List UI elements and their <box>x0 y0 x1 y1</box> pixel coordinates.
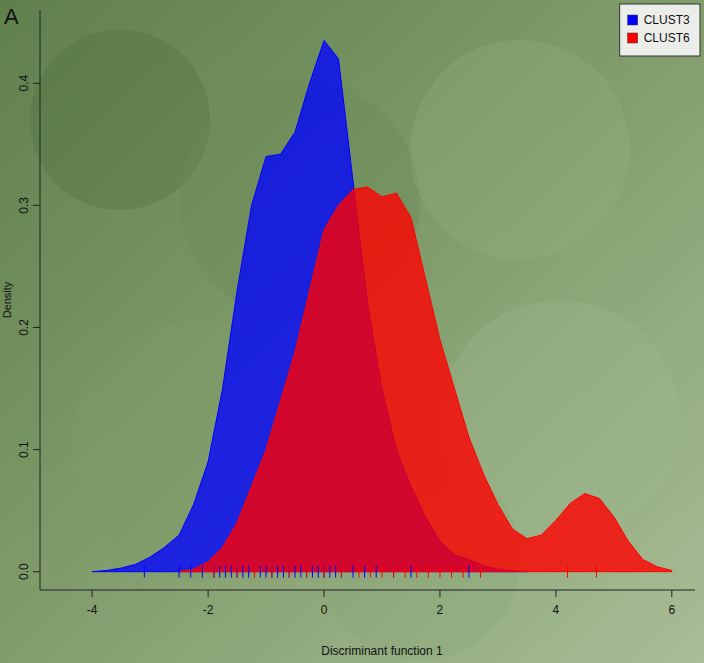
rug-tick <box>341 566 342 578</box>
x-tick-label: 0 <box>321 603 328 617</box>
rug-tick <box>376 566 377 578</box>
x-tick <box>671 590 672 597</box>
rug-tick <box>341 566 342 578</box>
legend: CLUST3 CLUST6 <box>620 4 700 56</box>
rug-tick <box>295 566 296 578</box>
y-tick-label: 0.3 <box>17 197 31 214</box>
x-tick <box>439 590 440 597</box>
x-tick <box>555 590 556 597</box>
rug-tick <box>324 566 325 578</box>
x-tick <box>324 590 325 597</box>
rug-tick <box>242 566 243 578</box>
rug-tick <box>329 566 330 578</box>
x-tick-label: 4 <box>553 603 560 617</box>
x-tick-label: 2 <box>437 603 444 617</box>
rug-tick <box>358 566 359 578</box>
legend-box <box>620 4 700 56</box>
y-tick <box>33 83 40 84</box>
rug-tick <box>353 566 354 578</box>
rug-tick <box>237 566 238 578</box>
rug-tick <box>393 566 394 578</box>
y-axis-line <box>40 10 41 590</box>
legend-swatch <box>628 15 638 25</box>
panel-label: A <box>4 4 19 29</box>
x-axis-title: Discriminant function 1 <box>321 644 443 658</box>
rug-tick <box>179 566 180 578</box>
legend-label: CLUST3 <box>644 13 690 27</box>
rug-tick <box>260 566 261 578</box>
chart: -4 -2 0 2 4 6 0.0 0.1 0.2 0.3 0.4 Discriminant func… <box>0 0 704 663</box>
background-texture <box>410 40 630 260</box>
rug-tick <box>231 566 232 578</box>
rug-tick <box>248 566 249 578</box>
rug-tick <box>428 566 429 578</box>
rug-tick <box>271 566 272 578</box>
rug-tick <box>405 566 406 578</box>
density-area <box>179 187 672 572</box>
rug-tick <box>277 566 278 578</box>
rug-tick <box>364 566 365 578</box>
y-tick <box>33 571 40 572</box>
rug-tick <box>237 566 238 578</box>
y-tick <box>33 449 40 450</box>
plot-area <box>92 41 672 578</box>
rug-tick <box>213 566 214 578</box>
rug-tick <box>381 566 382 578</box>
rug-tick <box>144 566 145 578</box>
rug-tick <box>393 566 394 578</box>
legend-swatch <box>628 33 638 43</box>
rug-tick <box>480 566 481 578</box>
rug-tick <box>324 566 325 578</box>
rug-tick <box>254 566 255 578</box>
y-tick-label: 0.2 <box>17 319 31 336</box>
rug-tick <box>335 566 336 578</box>
x-tick <box>92 590 93 597</box>
rug-tick <box>416 566 417 578</box>
rug-tick <box>567 566 568 578</box>
rug-tick <box>219 566 220 578</box>
y-tick <box>33 205 40 206</box>
rug-tick <box>271 566 272 578</box>
rug-tick <box>283 566 284 578</box>
rug-tick <box>306 566 307 578</box>
y-tick-label: 0.4 <box>17 75 31 92</box>
x-tick <box>208 590 209 597</box>
background <box>0 0 704 663</box>
rug-tick <box>202 566 203 578</box>
rug-tick <box>289 566 290 578</box>
x-tick-label: 6 <box>668 603 675 617</box>
rug-tick <box>289 566 290 578</box>
y-tick <box>33 327 40 328</box>
rug-tick <box>318 566 319 578</box>
x-axis-line <box>40 590 695 591</box>
x-tick-label: -4 <box>87 603 98 617</box>
rug-tick <box>266 566 267 578</box>
y-tick-label: 0.0 <box>17 563 31 580</box>
rug-tick <box>213 566 214 578</box>
rug-tick <box>300 566 301 578</box>
y-tick-label: 0.1 <box>17 441 31 458</box>
y-axis-title: Density <box>1 281 13 318</box>
legend-label: CLUST6 <box>644 31 690 45</box>
rug-tick <box>451 566 452 578</box>
rug-tick <box>370 566 371 578</box>
rug-tick <box>410 566 411 578</box>
rug-tick <box>468 566 469 578</box>
rug-tick <box>254 566 255 578</box>
rug-tick <box>463 566 464 578</box>
rug-tick <box>439 566 440 578</box>
x-tick-label: -2 <box>203 603 214 617</box>
rug-tick <box>596 566 597 578</box>
rug-tick <box>312 566 313 578</box>
rug-tick <box>225 566 226 578</box>
rug-tick <box>190 566 191 578</box>
rug-tick <box>306 566 307 578</box>
